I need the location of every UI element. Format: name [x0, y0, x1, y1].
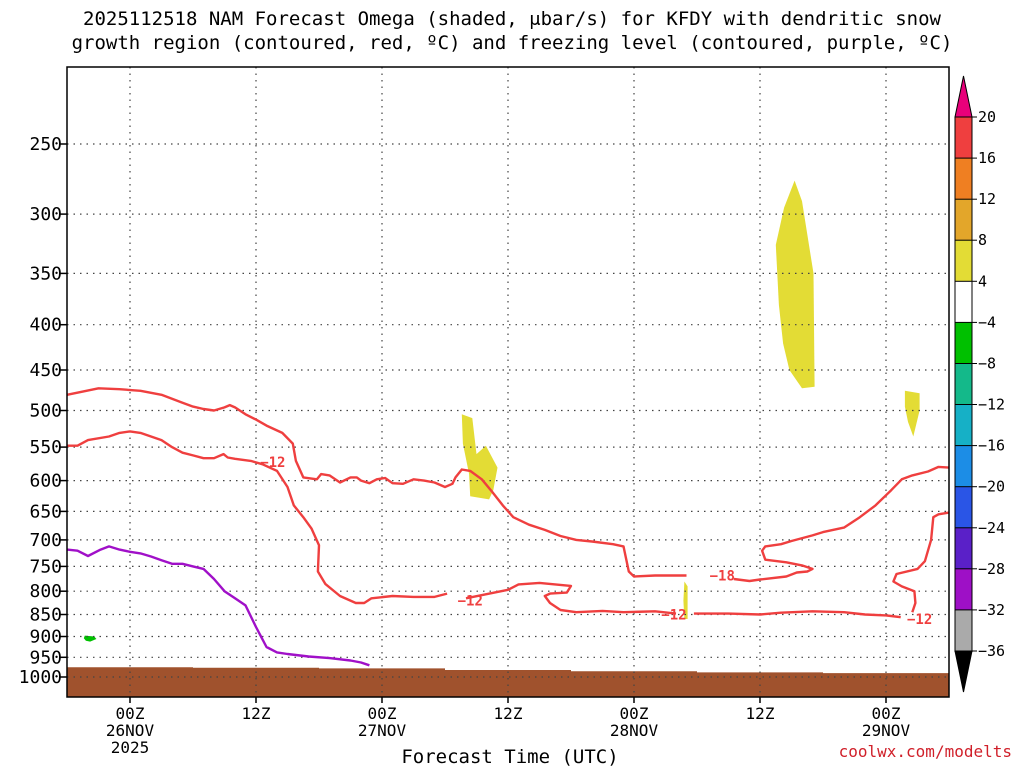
y-tick-label-450: 450 [29, 360, 62, 381]
ground-surface [67, 667, 949, 697]
dgz-upper-minus-12-tail-line [465, 581, 677, 615]
colorbar-label-14: −36 [978, 642, 1005, 660]
omega-area-4 [683, 581, 688, 619]
colorbar-bin-2 [954, 157, 973, 201]
dgz-lower-minus-18-tail-line [733, 465, 950, 583]
colorbar-bin-9 [954, 445, 973, 488]
y-tick-label-800: 800 [29, 581, 62, 602]
x-tick-label-78-1: 29NOV [862, 721, 911, 740]
x-tick-label-42-0: 12Z [494, 704, 523, 723]
colorbar-label-11: −24 [978, 519, 1005, 537]
colorbar-label-6: −4 [978, 313, 996, 331]
y-tick-label-900: 900 [29, 627, 62, 648]
y-tick-label-950: 950 [29, 647, 62, 668]
colorbar-label-1: 20 [978, 108, 996, 126]
y-tick-label-1000: 1000 [19, 667, 62, 688]
x-tick-label-54-1: 28NOV [610, 721, 659, 740]
dgz-upper-minus-12-label: −12 [260, 455, 285, 471]
omega-area-2 [461, 414, 498, 500]
y-tick-label-650: 650 [29, 501, 62, 522]
colorbar-bin-3 [954, 198, 973, 242]
site-credit: coolwx.com/modelts [838, 742, 1012, 761]
colorbar-bin-11 [954, 527, 973, 570]
colorbar-label-10: −20 [978, 478, 1005, 496]
colorbar-label-9: −16 [978, 437, 1005, 455]
chart-title-line-2: growth region (contoured, red, ºC) and f… [71, 32, 953, 54]
omega-area-3 [904, 390, 920, 437]
y-tick-label-850: 850 [29, 605, 62, 626]
plot-frame [66, 66, 950, 698]
x-tick-label-54-0: 00Z [620, 704, 649, 723]
colorbar-bin-13 [954, 609, 973, 653]
x-tick-label-78-0: 00Z [872, 704, 901, 723]
dgz-upper-minus-12-tail2-label: −12 [661, 608, 686, 624]
colorbar-label-5: 4 [978, 272, 987, 290]
y-tick-label-500: 500 [29, 401, 62, 422]
colorbar-min-arrow [954, 650, 973, 693]
y-tick-label-250: 250 [29, 134, 62, 155]
x-tick-label-6-2: 2025 [111, 738, 150, 757]
x-tick-label-66-0: 12Z [746, 704, 775, 723]
colorbar-bin-7 [954, 363, 973, 406]
colorbar-label-3: 12 [978, 190, 996, 208]
chart-title-line-1: 2025112518 NAM Forecast Omega (shaded, μ… [83, 8, 941, 30]
x-tick-label-30-0: 00Z [368, 704, 397, 723]
colorbar-label-8: −12 [978, 396, 1005, 414]
colorbar-bin-1 [954, 116, 973, 160]
colorbar-label-2: 16 [978, 149, 996, 167]
dgz-upper-minus-12-tail2-line [693, 610, 901, 619]
y-tick-label-400: 400 [29, 315, 62, 336]
y-tick-label-550: 550 [29, 437, 62, 458]
y-tick-label-600: 600 [29, 471, 62, 492]
omega-area-1 [775, 180, 815, 389]
x-tick-label-6-0: 00Z [116, 704, 145, 723]
x-axis-label: Forecast Time (UTC) [401, 746, 619, 768]
y-tick-label-700: 700 [29, 530, 62, 551]
omega-colorbar: 20 16 12 8 4 −4 −8 −12 −16 −20 −24 −28 −32 −36 [954, 75, 1005, 693]
colorbar-bin-8 [954, 404, 973, 447]
colorbar-bin-4 [954, 239, 973, 283]
dgz-upper-minus-12-line [67, 430, 448, 605]
omega-area-5 [83, 635, 97, 642]
contour-layer: −12 −12 −12 −12 −18 [66, 387, 950, 667]
ground-surface-layer [67, 667, 949, 697]
dgz-lower-minus-18-label: −18 [710, 569, 735, 585]
freezing-level-line [66, 545, 370, 667]
colorbar-label-7: −8 [978, 355, 996, 373]
dgz-upper-minus-12-tail-label: −12 [458, 594, 483, 610]
x-tick-label-30-1: 27NOV [358, 721, 407, 740]
dgz-lower-minus-18-line [66, 387, 687, 578]
gridlines [67, 67, 949, 697]
colorbar-max-arrow [954, 75, 973, 118]
y-tick-label-750: 750 [29, 556, 62, 577]
colorbar-bin-12 [954, 568, 973, 611]
colorbar-label-12: −28 [978, 560, 1005, 578]
colorbar-bin-10 [954, 486, 973, 529]
colorbar-label-4: 8 [978, 231, 987, 249]
dgz-upper-minus-12-right-label: −12 [907, 612, 932, 628]
colorbar-label-13: −32 [978, 601, 1005, 619]
axis-ticks: 2503003504004505005506006507007508008509… [19, 134, 911, 757]
colorbar-bin-5 [954, 280, 973, 324]
dgz-upper-minus-12-right-line [892, 511, 950, 613]
x-tick-label-18-0: 12Z [242, 704, 271, 723]
omega-shading-layer [83, 180, 920, 642]
x-tick-label-6-1: 26NOV [106, 721, 155, 740]
colorbar-bin-6 [954, 321, 973, 365]
y-tick-label-350: 350 [29, 263, 62, 284]
y-tick-label-300: 300 [29, 204, 62, 225]
